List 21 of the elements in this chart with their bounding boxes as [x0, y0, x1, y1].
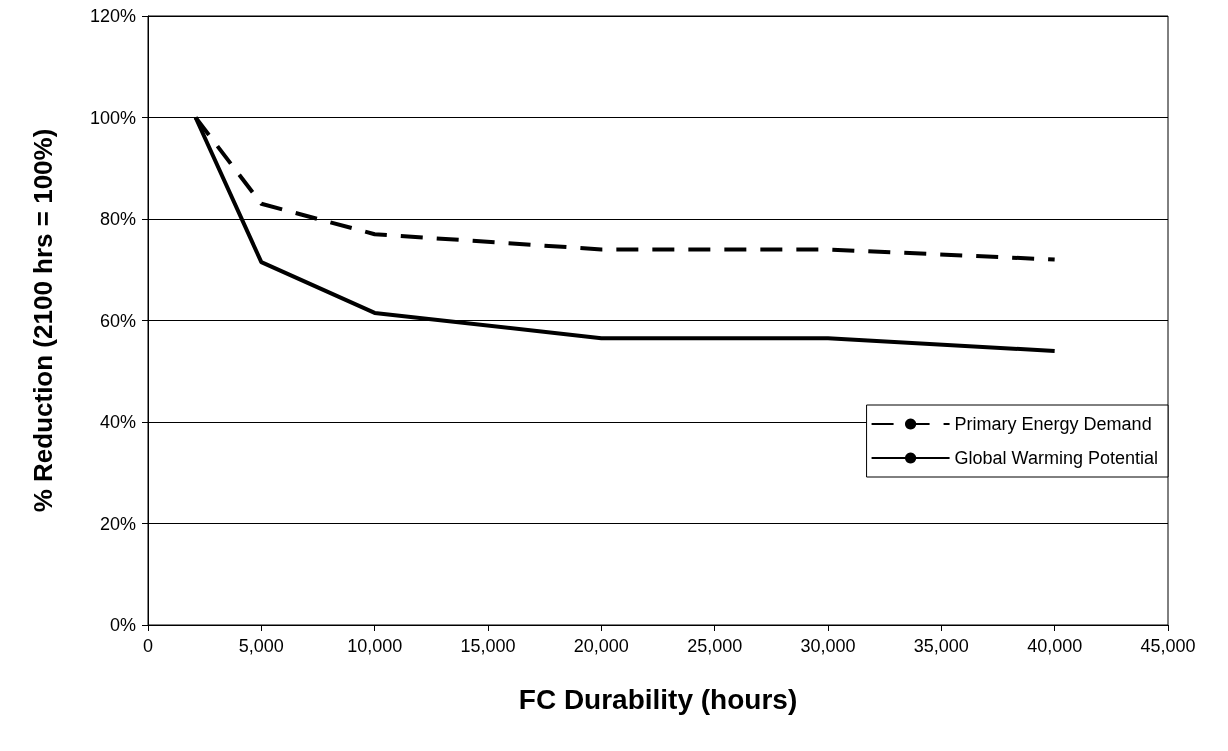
y-tick-label: 20% [99, 513, 136, 534]
legend-label: Global Warming Potential [954, 448, 1159, 468]
y-tick-label: 0% [109, 615, 136, 635]
x-tick-label: 35,000 [913, 636, 969, 656]
x-axis-title: FC Durability (hours) [518, 683, 798, 715]
x-tick-label: 45,000 [1140, 636, 1196, 656]
y-tick-label: 80% [99, 209, 136, 229]
y-tick-label: 100% [89, 107, 136, 128]
y-tick-label: 40% [99, 412, 136, 432]
x-tick-label: 25,000 [687, 636, 743, 656]
x-tick-label: 40,000 [1027, 636, 1083, 656]
x-tick-label: 15,000 [460, 636, 516, 656]
x-tick-label: 10,000 [347, 636, 403, 656]
y-tick-label: 120% [89, 6, 136, 26]
x-tick-label: 5,000 [238, 636, 284, 656]
x-tick-label: 20,000 [573, 636, 629, 656]
x-tick-label: 0 [142, 636, 154, 656]
y-axis-title: % Reduction (2100 hrs = 100%) [28, 128, 58, 513]
y-tick-label: 60% [99, 310, 136, 331]
x-tick-label: 30,000 [800, 636, 856, 656]
legend-label: Primary Energy Demand [954, 414, 1152, 434]
